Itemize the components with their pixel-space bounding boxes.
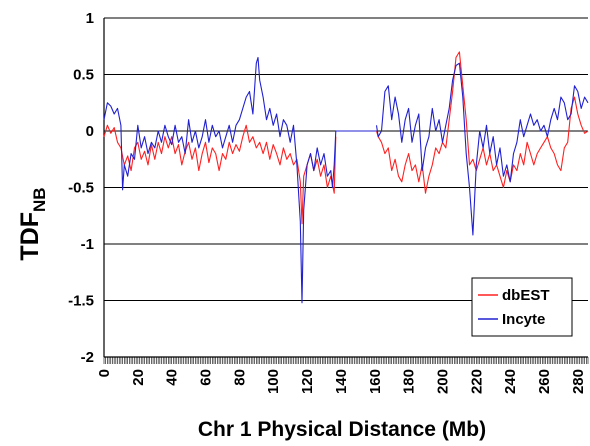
x-tick-label: 240 bbox=[502, 369, 519, 394]
x-tick-label: 0 bbox=[96, 369, 113, 377]
y-axis-title-subscript: NB bbox=[30, 187, 49, 212]
series-dbest-line-0 bbox=[103, 124, 337, 225]
legend-label-dbest: dbEST bbox=[502, 287, 550, 304]
y-tick-label: -2 bbox=[81, 349, 94, 366]
series-dbest-line-1 bbox=[375, 51, 589, 194]
x-tick-label: 120 bbox=[299, 369, 316, 394]
x-tick-label: 140 bbox=[333, 369, 350, 394]
x-tick-label: 180 bbox=[401, 369, 418, 394]
x-tick-label: 260 bbox=[536, 369, 553, 394]
series-incyte-line-0 bbox=[103, 56, 337, 304]
x-minor-ticks bbox=[103, 357, 589, 364]
y-tick-label: 1 bbox=[86, 10, 94, 27]
y-tick-label: 0.5 bbox=[73, 67, 94, 84]
y-axis-title-main: TDF bbox=[16, 212, 44, 261]
y-tick-label: 0 bbox=[86, 123, 94, 140]
horizontal-gridlines bbox=[104, 17, 588, 301]
x-tick-label: 160 bbox=[367, 369, 384, 394]
y-tick-label: -1 bbox=[81, 236, 94, 253]
y-tick-label: -0.5 bbox=[68, 180, 94, 197]
legend-box bbox=[471, 277, 573, 337]
y-axis-title: TDFNB bbox=[16, 187, 49, 260]
x-tick-label: 220 bbox=[468, 369, 485, 394]
y-tick-labels: 1 0.5 0 -0.5 -1 -1.5 -2 bbox=[68, 10, 94, 366]
legend: dbEST Incyte bbox=[471, 277, 573, 337]
x-tick-label: 280 bbox=[570, 369, 587, 394]
series-incyte-line-2 bbox=[375, 62, 589, 236]
x-tick-label: 60 bbox=[198, 369, 215, 386]
x-tick-label: 100 bbox=[265, 369, 282, 394]
x-tick-labels: 0 20 40 60 80 100 120 140 160 180 200 220 240 260 280 bbox=[96, 369, 587, 394]
x-tick-label: 20 bbox=[130, 369, 147, 386]
legend-label-incyte: Incyte bbox=[502, 311, 545, 328]
x-tick-label: 200 bbox=[435, 369, 452, 394]
x-axis-title: Chr 1 Physical Distance (Mb) bbox=[198, 418, 486, 441]
y-tick-label: -1.5 bbox=[68, 293, 94, 310]
x-tick-label: 40 bbox=[164, 369, 181, 386]
x-tick-label: 80 bbox=[231, 369, 248, 386]
series-layer bbox=[103, 51, 589, 304]
